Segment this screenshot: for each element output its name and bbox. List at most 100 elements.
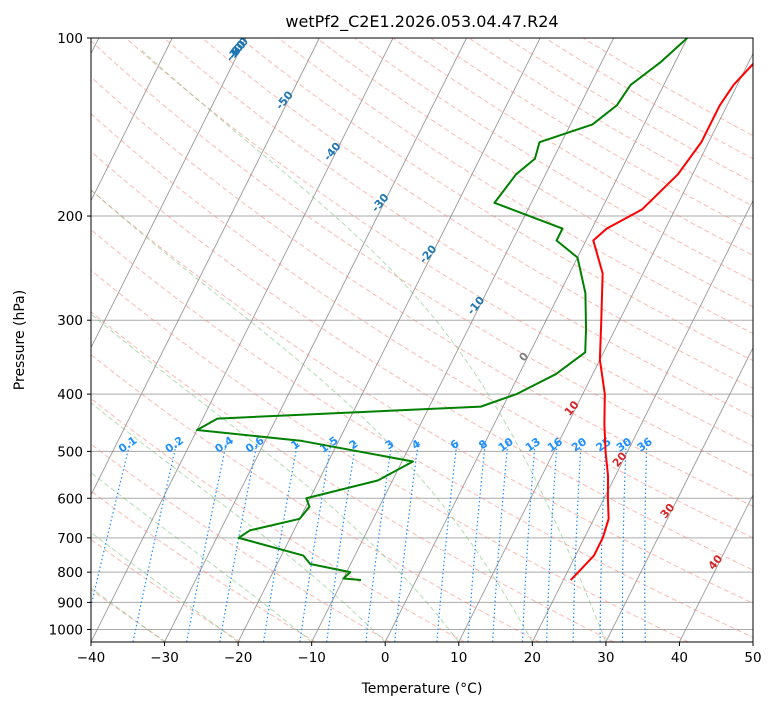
mixing-ratio-line <box>326 440 357 642</box>
dry-adiabat-line <box>91 76 753 507</box>
isotherm-line <box>91 38 173 202</box>
y-tick-label: 300 <box>57 313 83 329</box>
moist-adiabat-line <box>91 189 533 642</box>
y-axis-label: Pressure (hPa) <box>12 290 28 390</box>
dry-adiabat-line <box>91 443 391 642</box>
dry-adiabat-line <box>277 38 753 334</box>
y-tick-label: 900 <box>57 595 83 611</box>
isotherm-line <box>679 493 753 642</box>
mixing-ratio-line <box>644 440 648 642</box>
temperature-profile-line <box>569 62 753 581</box>
x-tick-label: −30 <box>150 650 179 666</box>
dry-adiabat-line <box>91 353 540 642</box>
mixing-ratio-line <box>436 440 458 642</box>
dry-adiabat-line <box>91 113 753 539</box>
moist-adiabat-line <box>141 50 607 642</box>
isotherm-line <box>311 38 615 642</box>
dry-adiabat-line <box>582 38 753 137</box>
x-axis-ticks: −40 −30 −20 −10 0 10 20 30 40 50 <box>77 642 762 666</box>
profile-series <box>196 38 753 582</box>
mixing-ratio-label: 8 <box>476 437 490 452</box>
y-tick-label: 500 <box>57 444 83 460</box>
mixing-ratio-label: 0.2 <box>163 434 186 456</box>
mixing-ratio-line <box>262 440 299 642</box>
y-tick-label: 700 <box>57 531 83 547</box>
mixing-ratio-line <box>365 440 393 642</box>
x-tick-label: −40 <box>77 650 106 666</box>
isotherm-line <box>164 38 467 642</box>
dry-adiabat-line <box>163 38 753 418</box>
mixing-ratio-line <box>521 440 536 642</box>
y-tick-label: 400 <box>57 387 83 403</box>
dry-adiabat-line <box>91 40 753 477</box>
moist-adiabat-line <box>91 402 386 642</box>
isotherm-line <box>384 38 688 642</box>
mixing-ratio-labels: 0.1 0.2 0.4 0.6 1 1.5 2 3 4 6 8 10 13 16 20 25 30 36 <box>116 434 655 456</box>
dry-adiabat-line <box>468 38 753 207</box>
isotherm-line <box>605 346 753 642</box>
x-axis-label: Temperature (°C) <box>361 681 483 697</box>
moist-adiabats <box>91 50 607 642</box>
mixing-ratio-label: 6 <box>448 437 462 452</box>
y-tick-label: 200 <box>57 209 83 225</box>
isotherm-line <box>91 38 394 642</box>
isotherm-line <box>752 640 753 642</box>
mixing-ratio-label: 0.4 <box>213 434 237 456</box>
dry-adiabat-line <box>91 311 614 642</box>
moist-adiabat-line <box>91 531 239 642</box>
plot-area: -100-90-80-70-60-50-40-30-20-10010203040… <box>90 37 754 643</box>
x-tick-label: −20 <box>224 650 253 666</box>
isotherm-line <box>91 38 320 496</box>
dry-adiabat-line <box>316 38 753 308</box>
mixing-ratio-line <box>621 440 627 642</box>
mixing-ratio-line <box>467 440 487 642</box>
isotherm-line <box>458 52 753 642</box>
isotherm-gridlines <box>91 38 753 642</box>
moist-adiabat-line <box>91 472 312 642</box>
mixing-ratio-label: 4 <box>409 437 423 452</box>
dry-adiabat-line <box>430 38 753 232</box>
y-axis-ticks: 100 200 300 400 500 600 700 800 900 1000 <box>49 31 91 638</box>
dry-adiabat-line <box>91 538 242 642</box>
dry-adiabat-line <box>91 228 753 638</box>
mixing-ratio-line <box>492 440 509 642</box>
dry-adiabat-line <box>91 588 167 642</box>
dry-adiabat-line <box>354 38 753 282</box>
dewpoint-profile-line <box>196 38 688 582</box>
isotherm-line <box>531 199 753 642</box>
mixing-ratio-label: 3 <box>383 437 397 452</box>
dry-adiabat-line <box>201 38 753 389</box>
plot-frame <box>90 37 754 643</box>
x-tick-label: 30 <box>597 650 614 666</box>
dry-adiabat-line <box>91 189 753 604</box>
x-tick-label: 0 <box>381 650 390 666</box>
mixing-ratio-line <box>546 440 558 642</box>
mixing-ratio-line <box>219 440 259 642</box>
moist-adiabat-line <box>91 313 460 642</box>
x-tick-label: 20 <box>524 650 541 666</box>
mixing-ratio-line <box>299 440 333 642</box>
isotherm-line <box>237 38 541 642</box>
dry-adiabat-line <box>506 38 753 183</box>
chart-title: wetPf2_C2E1.2026.053.04.47.R24 <box>285 12 558 32</box>
dry-adiabat-line <box>392 38 753 257</box>
mixing-ratio-line <box>599 440 607 642</box>
x-tick-label: 50 <box>744 650 761 666</box>
mixing-ratio-lines <box>91 440 648 642</box>
isotherm-label: 0 <box>517 350 532 364</box>
y-tick-label: 100 <box>57 31 83 47</box>
x-tick-label: 10 <box>450 650 467 666</box>
y-tick-label: 800 <box>57 565 83 581</box>
dry-adiabat-line <box>91 398 465 642</box>
dry-adiabats <box>91 38 753 642</box>
y-tick-label: 600 <box>57 491 83 507</box>
mixing-ratio-line <box>572 440 582 642</box>
isotherm-line <box>91 38 247 349</box>
dry-adiabat-line <box>239 38 753 362</box>
x-tick-label: −10 <box>297 650 326 666</box>
x-tick-label: 40 <box>671 650 688 666</box>
y-tick-label: 1000 <box>49 622 83 638</box>
mixing-ratio-line <box>186 440 228 642</box>
